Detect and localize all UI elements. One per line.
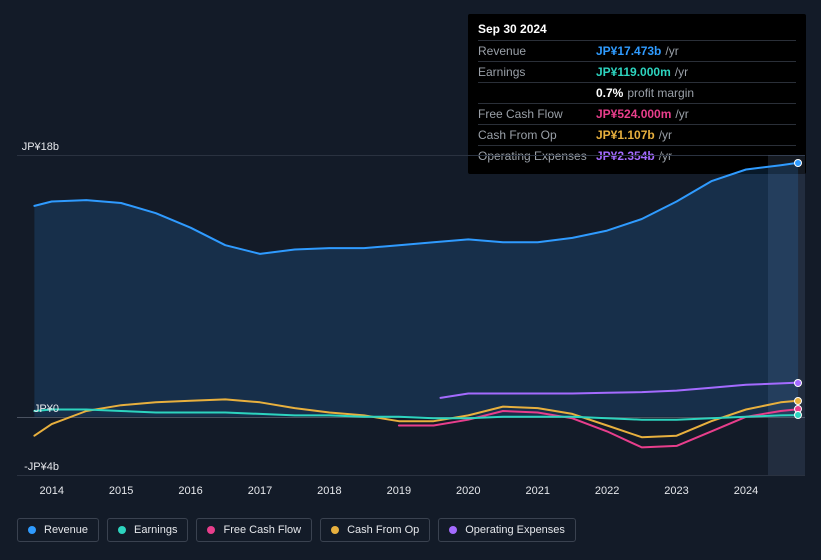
legend-label: Free Cash Flow xyxy=(223,524,301,536)
legend-label: Operating Expenses xyxy=(465,524,565,536)
y-axis-label: JP¥18b xyxy=(17,141,59,153)
tooltip-row-unit: /yr xyxy=(675,107,688,121)
tooltip-row: 0.7% profit margin xyxy=(478,82,796,103)
tooltip-row-unit: profit margin xyxy=(627,86,694,100)
x-axis-label: 2022 xyxy=(595,485,619,497)
y-axis-label: JP¥0 xyxy=(17,403,59,415)
x-axis-label: 2018 xyxy=(317,485,341,497)
tooltip-row-value: 0.7% xyxy=(596,86,623,100)
tooltip-row: EarningsJP¥119.000m/yr xyxy=(478,61,796,82)
legend-label: Cash From Op xyxy=(347,524,419,536)
x-axis-label: 2014 xyxy=(39,485,63,497)
legend-item-earnings[interactable]: Earnings xyxy=(107,518,188,542)
tooltip-row-unit: /yr xyxy=(659,128,672,142)
legend-item-cashop[interactable]: Cash From Op xyxy=(320,518,430,542)
legend-item-fcf[interactable]: Free Cash Flow xyxy=(196,518,312,542)
tooltip-row-label xyxy=(478,86,596,100)
x-axis-label: 2023 xyxy=(664,485,688,497)
x-axis-label: 2021 xyxy=(525,485,549,497)
series-marker-earnings xyxy=(794,411,802,419)
legend-dot-icon xyxy=(449,526,457,534)
tooltip-row-label: Free Cash Flow xyxy=(478,107,596,121)
legend-dot-icon xyxy=(207,526,215,534)
x-axis-label: 2015 xyxy=(109,485,133,497)
x-axis-label: 2024 xyxy=(734,485,758,497)
tooltip-row: RevenueJP¥17.473b/yr xyxy=(478,40,796,61)
legend-label: Revenue xyxy=(44,524,88,536)
series-marker-revenue xyxy=(794,159,802,167)
gridline xyxy=(17,475,805,476)
tooltip-row: Cash From OpJP¥1.107b/yr xyxy=(478,124,796,145)
x-axis-label: 2019 xyxy=(387,485,411,497)
legend-label: Earnings xyxy=(134,524,177,536)
tooltip-row-value: JP¥17.473b xyxy=(596,44,661,58)
tooltip-row: Free Cash FlowJP¥524.000m/yr xyxy=(478,103,796,124)
legend-dot-icon xyxy=(28,526,36,534)
legend-item-opex[interactable]: Operating Expenses xyxy=(438,518,576,542)
chart-legend: Revenue Earnings Free Cash Flow Cash From O… xyxy=(17,518,576,542)
tooltip-row-value: JP¥524.000m xyxy=(596,107,671,121)
x-axis-label: 2017 xyxy=(248,485,272,497)
legend-dot-icon xyxy=(331,526,339,534)
series-marker-cashop xyxy=(794,397,802,405)
series-marker-opex xyxy=(794,379,802,387)
series-fill-revenue xyxy=(34,163,798,417)
y-axis-label: -JP¥4b xyxy=(17,461,59,473)
chart-plot xyxy=(17,155,805,475)
legend-dot-icon xyxy=(118,526,126,534)
tooltip-row-value: JP¥1.107b xyxy=(596,128,655,142)
chart-tooltip: Sep 30 2024 RevenueJP¥17.473b/yrEarnings… xyxy=(468,14,806,174)
tooltip-date: Sep 30 2024 xyxy=(478,22,796,40)
x-axis-label: 2020 xyxy=(456,485,480,497)
tooltip-row-unit: /yr xyxy=(675,65,688,79)
tooltip-row-label: Revenue xyxy=(478,44,596,58)
tooltip-row-label: Earnings xyxy=(478,65,596,79)
tooltip-row-value: JP¥119.000m xyxy=(596,65,671,79)
legend-item-revenue[interactable]: Revenue xyxy=(17,518,99,542)
tooltip-row-label: Cash From Op xyxy=(478,128,596,142)
financials-chart: JP¥18bJP¥0-JP¥4b 20142015201620172018201… xyxy=(17,155,805,515)
tooltip-row-unit: /yr xyxy=(665,44,678,58)
x-axis-label: 2016 xyxy=(178,485,202,497)
